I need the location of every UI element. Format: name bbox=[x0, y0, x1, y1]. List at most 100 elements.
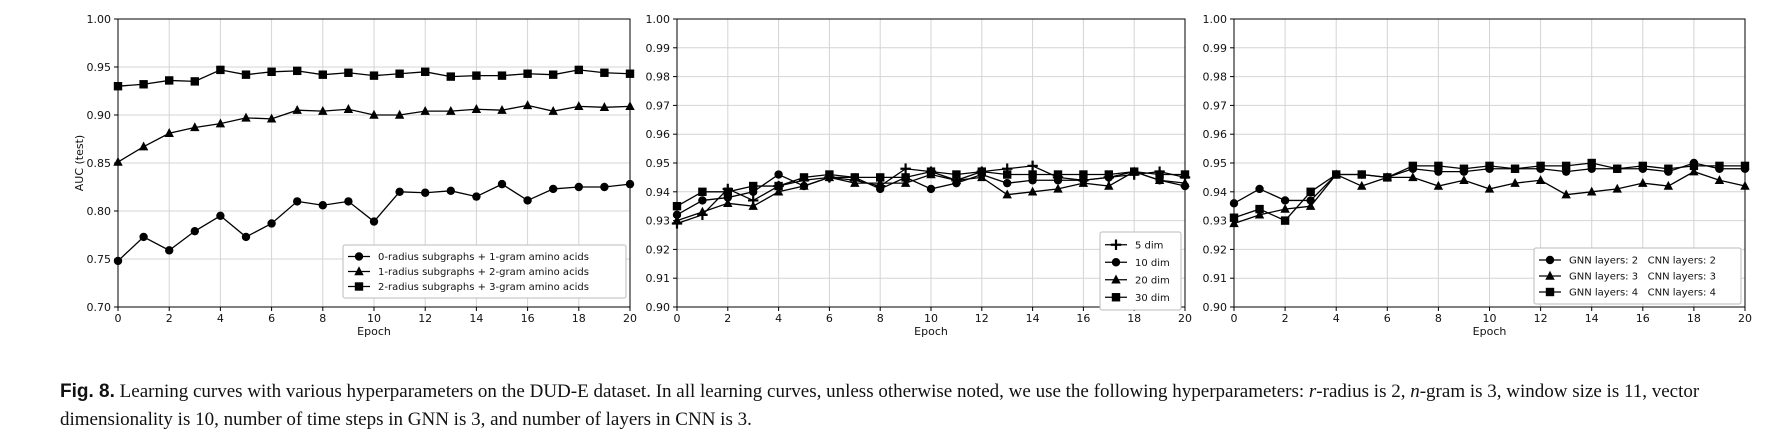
data-point bbox=[1740, 180, 1750, 190]
data-point bbox=[165, 246, 174, 255]
data-point bbox=[1002, 189, 1012, 199]
data-point bbox=[825, 170, 834, 179]
data-point bbox=[1306, 196, 1315, 205]
data-point bbox=[1305, 201, 1316, 210]
x-tick-label: 8 bbox=[1435, 312, 1442, 325]
data-point bbox=[241, 70, 251, 79]
series-1 bbox=[113, 179, 635, 266]
legend-box bbox=[1099, 231, 1182, 311]
x-tick-label: 4 bbox=[217, 312, 224, 325]
legend-marker bbox=[1110, 239, 1122, 250]
data-point bbox=[293, 66, 302, 76]
data-point bbox=[241, 232, 251, 242]
data-point bbox=[267, 219, 276, 228]
data-point bbox=[723, 187, 732, 196]
data-point bbox=[190, 122, 200, 132]
data-point bbox=[138, 141, 149, 151]
data-point bbox=[113, 82, 123, 91]
data-point bbox=[1357, 180, 1367, 190]
data-point bbox=[1638, 177, 1648, 187]
x-tick-label: 8 bbox=[319, 312, 326, 325]
data-point bbox=[395, 69, 404, 78]
data-point bbox=[165, 76, 174, 85]
data-point bbox=[395, 187, 404, 196]
x-tick-label: 20 bbox=[1738, 312, 1752, 325]
data-point bbox=[1714, 175, 1725, 184]
data-point bbox=[1535, 175, 1546, 184]
data-point bbox=[1587, 186, 1597, 196]
data-point bbox=[190, 77, 199, 86]
data-point bbox=[1484, 183, 1495, 193]
data-point bbox=[421, 67, 430, 76]
data-point bbox=[1510, 164, 1520, 173]
legend-box bbox=[1533, 247, 1742, 305]
x-axis-label: Epoch bbox=[357, 325, 391, 338]
data-point bbox=[420, 105, 430, 115]
data-point bbox=[1254, 209, 1265, 219]
data-point bbox=[1383, 173, 1392, 182]
data-point bbox=[343, 104, 354, 113]
data-point bbox=[600, 68, 609, 77]
x-tick-label: 10 bbox=[367, 312, 381, 325]
x-tick-label: 14 bbox=[1026, 312, 1040, 325]
legend-label: 2-radius subgraphs + 3-gram amino acids bbox=[378, 282, 589, 293]
y-tick-label: 1.00 bbox=[1203, 13, 1228, 26]
data-point bbox=[369, 217, 379, 226]
x-tick-label: 0 bbox=[115, 312, 122, 325]
data-point bbox=[1053, 170, 1063, 179]
x-tick-label: 6 bbox=[1384, 312, 1391, 325]
data-point bbox=[574, 182, 583, 192]
data-point bbox=[1613, 164, 1622, 173]
legend-label: 5 dim bbox=[1135, 240, 1163, 251]
data-point bbox=[799, 173, 809, 182]
data-point bbox=[1255, 204, 1264, 214]
data-point bbox=[1003, 170, 1012, 179]
x-tick-label: 2 bbox=[724, 312, 731, 325]
caption-text-3: -gram is 3, window size is 11, vector di… bbox=[60, 381, 1700, 430]
data-point bbox=[697, 206, 708, 216]
legend-label: 20 dim bbox=[1135, 275, 1170, 286]
data-point bbox=[1638, 161, 1647, 171]
x-axis-label: Epoch bbox=[1473, 325, 1507, 338]
data-point bbox=[497, 179, 507, 189]
data-point bbox=[549, 70, 558, 79]
caption-text-1: Learning curves with various hyperparame… bbox=[114, 381, 1309, 402]
x-tick-label: 2 bbox=[1282, 312, 1289, 325]
data-point bbox=[850, 173, 859, 182]
x-tick-label: 14 bbox=[1585, 312, 1599, 325]
data-point bbox=[901, 173, 910, 182]
series-3 bbox=[1229, 158, 1750, 225]
x-tick-label: 16 bbox=[1636, 312, 1650, 325]
data-point bbox=[1561, 161, 1571, 171]
y-tick-label: 0.80 bbox=[87, 205, 112, 218]
data-point bbox=[113, 256, 123, 266]
data-point bbox=[1434, 161, 1443, 171]
data-point bbox=[1587, 158, 1596, 168]
y-tick-label: 0.91 bbox=[646, 272, 671, 285]
data-point bbox=[1154, 175, 1165, 184]
data-point bbox=[369, 71, 379, 80]
data-point bbox=[267, 67, 276, 76]
y-tick-label: 0.85 bbox=[87, 157, 112, 170]
y-tick-label: 0.98 bbox=[1203, 71, 1228, 84]
chart-panel-3: 0 2 4 6 8 10 12 14 16 18 20 0.90 0.91 0.92 0.93 0.94 0.9… bbox=[1203, 13, 1753, 338]
data-point bbox=[1485, 161, 1494, 171]
y-tick-label: 1.00 bbox=[87, 13, 112, 26]
data-point bbox=[549, 184, 558, 194]
x-tick-label: 0 bbox=[674, 312, 681, 325]
series-4 bbox=[672, 167, 1190, 211]
data-point bbox=[1104, 180, 1114, 190]
y-tick-label: 0.99 bbox=[646, 42, 671, 55]
data-point bbox=[1027, 186, 1038, 196]
data-point bbox=[698, 196, 707, 205]
data-point bbox=[369, 109, 379, 119]
data-point bbox=[773, 186, 784, 196]
data-point bbox=[625, 101, 635, 111]
legend: GNN layers: 2 CNN layers: 2 GNN layers: 3… bbox=[1533, 247, 1742, 305]
data-point bbox=[799, 180, 809, 190]
data-point bbox=[850, 177, 860, 187]
data-point bbox=[1408, 161, 1418, 171]
data-point bbox=[672, 202, 682, 211]
y-tick-label: 0.92 bbox=[646, 243, 671, 256]
data-point bbox=[876, 173, 885, 182]
